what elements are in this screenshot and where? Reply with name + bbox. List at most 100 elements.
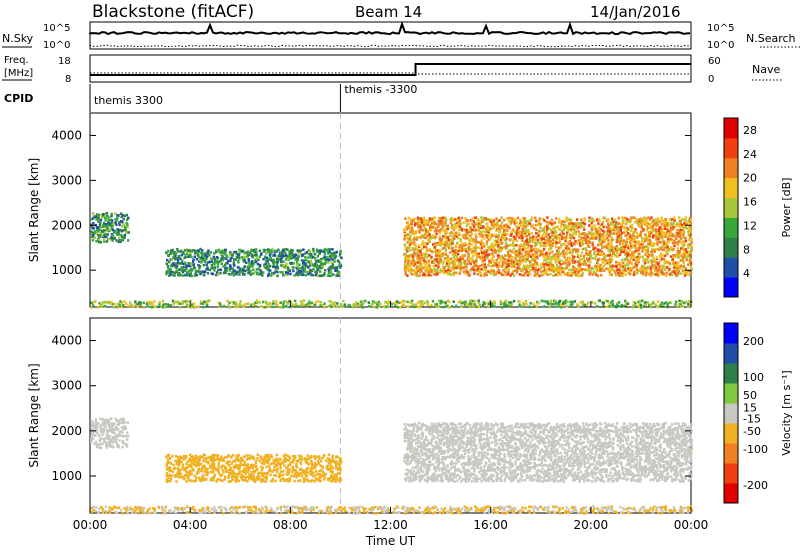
heatmap-cell: [318, 511, 321, 515]
heatmap-cell: [571, 250, 575, 254]
heatmap-cell: [599, 228, 603, 231]
heatmap-cell: [398, 511, 401, 514]
heatmap-cell: [651, 253, 654, 256]
heatmap-cell: [610, 268, 614, 272]
heatmap-cell: [593, 250, 596, 254]
heatmap-cell: [609, 260, 613, 263]
heatmap-cell: [457, 232, 461, 235]
heatmap-cell: [571, 271, 574, 275]
heatmap-cell: [601, 509, 605, 513]
heatmap-cell: [488, 261, 491, 265]
heatmap-cell: [329, 509, 333, 512]
heatmap-cell: [524, 272, 527, 275]
heatmap-cell: [341, 304, 345, 308]
heatmap-cell: [553, 236, 557, 239]
heatmap-cell: [643, 218, 647, 222]
colorbar-tick-label: 28: [743, 124, 757, 137]
heatmap-cell: [568, 228, 571, 231]
heatmap-cell: [617, 222, 621, 225]
heatmap-cell: [519, 257, 523, 260]
heatmap-cell: [165, 262, 168, 265]
heatmap-cell: [306, 270, 309, 274]
heatmap-cell: [222, 265, 225, 268]
heatmap-cell: [322, 250, 325, 253]
heatmap-cell: [119, 238, 122, 242]
heatmap-cell: [521, 221, 524, 225]
heatmap-cell: [556, 266, 559, 269]
heatmap-cell: [535, 242, 538, 246]
heatmap-cell: [291, 511, 294, 514]
heatmap-cell: [467, 245, 471, 249]
heatmap-cell: [585, 233, 588, 237]
heatmap-cell: [222, 251, 226, 254]
heatmap-cell: [439, 219, 442, 223]
heatmap-cell: [632, 254, 636, 257]
heatmap-cell: [480, 231, 483, 234]
heatmap-cell: [407, 259, 410, 262]
heatmap-cell: [268, 249, 272, 252]
heatmap-cell: [169, 270, 173, 274]
heatmap-cell: [549, 299, 553, 303]
heatmap-cell: [685, 223, 688, 226]
heatmap-cell: [302, 259, 305, 263]
heatmap-cell: [681, 218, 684, 221]
heatmap-cell: [204, 270, 207, 273]
heatmap-cell: [220, 257, 223, 261]
heatmap-cell: [424, 254, 427, 258]
heatmap-cell: [517, 226, 520, 230]
heatmap-cell: [461, 234, 465, 237]
heatmap-cell: [608, 261, 612, 265]
heatmap-cell: [680, 304, 683, 308]
heatmap-cell: [689, 225, 692, 228]
heatmap-cell: [325, 509, 329, 512]
heatmap-cell: [90, 230, 93, 233]
heatmap-cell: [316, 250, 319, 253]
heatmap-cell: [455, 250, 459, 253]
heatmap-cell: [169, 268, 172, 271]
heatmap-cell: [165, 272, 168, 276]
heatmap-cell: [536, 223, 539, 227]
heatmap-cell: [543, 299, 546, 303]
heatmap-cell: [501, 265, 504, 268]
heatmap-cell: [474, 238, 478, 242]
heatmap-cell: [256, 262, 260, 266]
heatmap-cell: [436, 260, 439, 263]
heatmap-cell: [275, 300, 278, 303]
heatmap-cell: [682, 233, 685, 237]
heatmap-cell: [441, 255, 444, 258]
heatmap-cell: [110, 427, 113, 431]
heatmap-cell: [437, 252, 440, 255]
heatmap-cell: [142, 508, 145, 512]
heatmap-cell: [649, 274, 653, 277]
heatmap-cell: [120, 301, 123, 304]
heatmap-cell: [335, 266, 338, 269]
heatmap-cell: [651, 222, 655, 225]
heatmap-cell: [475, 305, 479, 309]
heatmap-cell: [503, 506, 506, 509]
heatmap-cell: [672, 506, 676, 509]
heatmap-cell: [102, 437, 105, 441]
heatmap-cell: [301, 266, 304, 269]
heatmap-cell: [479, 235, 482, 238]
heatmap-cell: [413, 273, 416, 276]
heatmap-cell: [689, 217, 693, 221]
heatmap-cell: [507, 259, 510, 263]
heatmap-cell: [594, 264, 597, 268]
heatmap-cell: [631, 305, 634, 309]
heatmap-cell: [438, 237, 442, 241]
heatmap-cell: [329, 304, 332, 307]
colorbar-swatch: [724, 277, 738, 298]
heatmap-cell: [434, 235, 437, 239]
heatmap-cell: [638, 252, 641, 256]
heatmap-cell: [469, 234, 472, 237]
heatmap-cell: [559, 246, 563, 249]
heatmap-cell: [125, 230, 128, 233]
heatmap-cell: [546, 267, 550, 271]
heatmap-cell: [660, 264, 663, 268]
heatmap-cell: [111, 431, 115, 434]
heatmap-cell: [202, 252, 205, 255]
heatmap-cell: [181, 506, 184, 510]
heatmap-cell: [491, 234, 494, 237]
heatmap-cell: [330, 261, 334, 265]
heatmap-cell: [464, 270, 467, 274]
